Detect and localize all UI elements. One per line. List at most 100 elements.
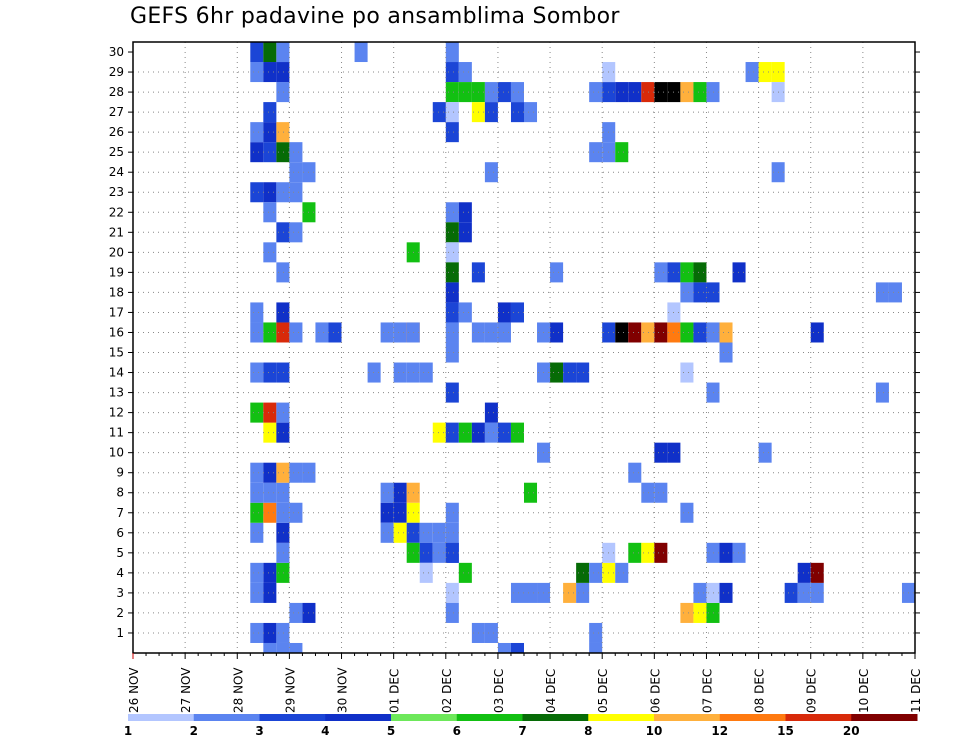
x-axis: 26 NOV 27 NOV 28 NOV 29 NOV 30 NOV 01 DEC 02 D… (127, 653, 923, 713)
heatmap-cell (432, 522, 446, 543)
heatmap-cell (680, 282, 694, 303)
heatmap-cell (654, 482, 668, 503)
heatmap-cell (445, 302, 459, 323)
heatmap-cell (445, 342, 459, 363)
legend-swatch (654, 714, 721, 721)
y-tick-label: 23 (109, 185, 124, 199)
heatmap-cell (393, 322, 407, 343)
heatmap-cell (719, 582, 733, 603)
heatmap-cells (250, 42, 915, 653)
heatmap-cell (628, 542, 642, 563)
heatmap-cell (393, 482, 407, 503)
heatmap-cell (445, 122, 459, 143)
legend-swatch (193, 714, 260, 721)
heatmap-cell (810, 582, 824, 603)
heatmap-cell (888, 282, 902, 303)
heatmap-cell (276, 362, 290, 383)
heatmap-cell (510, 642, 524, 653)
heatmap-cell (628, 462, 642, 483)
x-tick-label: 06 DEC (648, 669, 662, 713)
heatmap-cell (445, 102, 459, 123)
heatmap-cell (276, 182, 290, 203)
heatmap-cell (732, 542, 746, 563)
x-tick-label: 30 NOV (336, 667, 350, 713)
heatmap-cell (289, 602, 303, 623)
heatmap-cell (484, 422, 498, 443)
legend-swatch (456, 714, 523, 721)
heatmap-cell (263, 362, 277, 383)
heatmap-cell (484, 102, 498, 123)
legend-swatch (128, 714, 195, 721)
heatmap-cell (263, 422, 277, 443)
y-tick-label: 13 (109, 386, 124, 400)
x-tick-label: 09 DEC (805, 669, 819, 713)
heatmap-cell (758, 442, 772, 463)
heatmap-cell (289, 222, 303, 243)
heatmap-cell (445, 82, 459, 103)
y-tick-label: 5 (116, 546, 124, 560)
heatmap-cell (615, 562, 629, 583)
heatmap-cell (250, 502, 264, 523)
y-tick-label: 9 (116, 466, 124, 480)
heatmap-cell (445, 582, 459, 603)
heatmap-cell (432, 542, 446, 563)
heatmap-cell (263, 62, 277, 83)
y-tick-label: 17 (109, 305, 124, 319)
heatmap-cell (810, 322, 824, 343)
heatmap-cell (719, 322, 733, 343)
heatmap-cell (250, 622, 264, 643)
y-tick-label: 25 (109, 145, 124, 159)
heatmap-cell (380, 502, 394, 523)
heatmap-cell (276, 502, 290, 523)
heatmap-cell (797, 582, 811, 603)
heatmap-cell (497, 322, 511, 343)
legend-swatch (391, 714, 458, 721)
heatmap-cell (758, 62, 772, 83)
x-tick-label: 27 NOV (179, 667, 193, 713)
heatmap-cell (458, 202, 472, 223)
heatmap-cell (550, 262, 564, 283)
heatmap-cell (484, 162, 498, 183)
heatmap-cell (680, 262, 694, 283)
heatmap-cell (445, 282, 459, 303)
heatmap-cell (419, 542, 433, 563)
heatmap-cell (706, 602, 720, 623)
heatmap-cell (445, 322, 459, 343)
heatmap-cell (484, 622, 498, 643)
legend-label: 4 (321, 724, 329, 738)
heatmap-cell (719, 342, 733, 363)
x-tick-label: 02 DEC (440, 669, 454, 713)
heatmap-cell (380, 522, 394, 543)
heatmap-cell (445, 422, 459, 443)
heatmap-cell (315, 322, 329, 343)
y-tick-label: 11 (109, 426, 124, 440)
heatmap-cell (641, 82, 655, 103)
heatmap-cell (445, 262, 459, 283)
heatmap-cell (276, 142, 290, 163)
heatmap-cell (576, 362, 590, 383)
heatmap-cell (276, 262, 290, 283)
heatmap-cell (276, 542, 290, 563)
heatmap-cell (445, 542, 459, 563)
x-tick-label: 07 DEC (700, 669, 714, 713)
heatmap-cell (393, 522, 407, 543)
heatmap-cell (250, 462, 264, 483)
heatmap-cell (797, 562, 811, 583)
legend-label: 3 (255, 724, 263, 738)
heatmap-cell (628, 322, 642, 343)
heatmap-cell (458, 222, 472, 243)
heatmap-cell (263, 142, 277, 163)
heatmap-cell (484, 322, 498, 343)
x-tick-label: 10 DEC (857, 669, 871, 713)
heatmap-cell (550, 362, 564, 383)
heatmap-cell (250, 562, 264, 583)
heatmap-cell (276, 62, 290, 83)
y-tick-label: 30 (109, 45, 124, 59)
heatmap-cell (250, 362, 264, 383)
legend-swatch (588, 714, 655, 721)
y-tick-label: 28 (109, 85, 124, 99)
heatmap-cell (654, 82, 668, 103)
legend-label: 6 (453, 724, 461, 738)
heatmap-cell (510, 302, 524, 323)
